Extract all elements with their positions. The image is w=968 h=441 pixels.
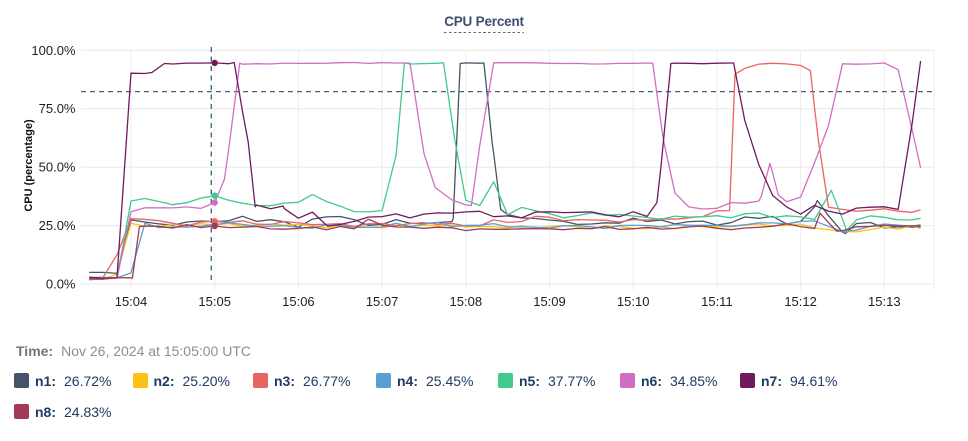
svg-text:15:05: 15:05 xyxy=(198,294,231,309)
svg-text:15:12: 15:12 xyxy=(784,294,817,309)
svg-text:50.0%: 50.0% xyxy=(39,160,76,175)
svg-text:25.0%: 25.0% xyxy=(39,218,76,233)
svg-text:15:09: 15:09 xyxy=(533,294,566,309)
svg-text:15:11: 15:11 xyxy=(701,294,733,309)
svg-text:100.0%: 100.0% xyxy=(31,43,76,58)
svg-text:15:07: 15:07 xyxy=(366,294,399,309)
svg-text:75.0%: 75.0% xyxy=(39,101,76,116)
svg-text:0.0%: 0.0% xyxy=(46,277,76,292)
svg-text:CPU (percentage): CPU (percentage) xyxy=(23,119,35,212)
svg-text:15:10: 15:10 xyxy=(617,294,650,309)
svg-text:15:08: 15:08 xyxy=(450,294,483,309)
svg-text:15:04: 15:04 xyxy=(115,294,148,309)
svg-text:15:13: 15:13 xyxy=(868,294,901,309)
svg-text:15:06: 15:06 xyxy=(282,294,315,309)
